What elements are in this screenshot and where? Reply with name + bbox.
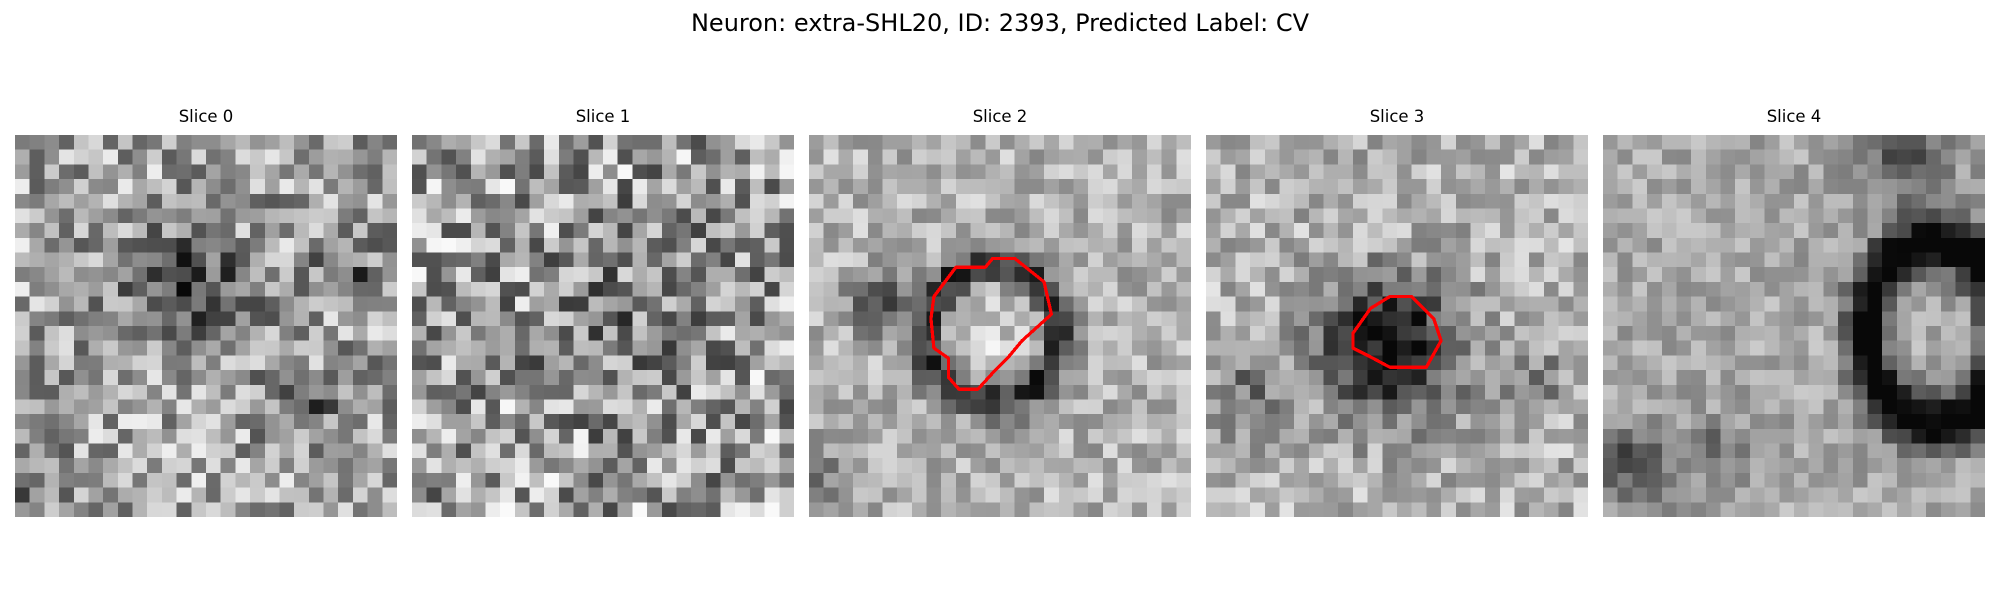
slice-image-0 [15, 135, 397, 517]
slice-panel-4: Slice 4 [1603, 107, 1985, 520]
slice-panel-3: Slice 3 [1206, 107, 1588, 520]
slice-title-2: Slice 2 [972, 107, 1028, 126]
slice-pixels-4 [1603, 135, 1985, 517]
slice-image-1 [412, 135, 794, 517]
slice-title-1: Slice 1 [575, 107, 631, 126]
figure-title: Neuron: extra-SHL20, ID: 2393, Predicted… [690, 9, 1310, 37]
slice-panel-0: Slice 0 [15, 107, 397, 520]
slice-image-2 [809, 135, 1191, 517]
slice-pixels-2 [809, 135, 1191, 517]
slice-pixels-3 [1206, 135, 1588, 517]
slice-title-3: Slice 3 [1369, 107, 1425, 126]
segmentation-contour-2 [929, 256, 1054, 391]
slice-image-3 [1206, 135, 1588, 517]
slice-image-4 [1603, 135, 1985, 517]
slice-pixels-1 [412, 135, 794, 517]
slice-pixels-0 [15, 135, 397, 517]
slice-title-0: Slice 0 [178, 107, 234, 126]
segmentation-contour-3 [1351, 294, 1443, 369]
slice-panel-1: Slice 1 [412, 107, 794, 520]
slice-title-4: Slice 4 [1766, 107, 1822, 126]
slice-panel-2: Slice 2 [809, 107, 1191, 520]
